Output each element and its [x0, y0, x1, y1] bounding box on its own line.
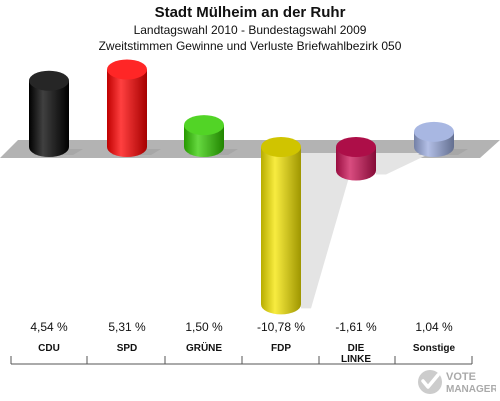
category-label: SPD [117, 343, 138, 354]
category-label: GRÜNE [186, 341, 222, 354]
chart-subtitle: Landtagswahl 2010 - Bundestagswahl 2009 [133, 23, 367, 37]
labels-layer: 4,54 % 5,31 % 1,50 % -10,78 % -1,61 % 1,04 % [30, 320, 453, 334]
chart-subtitle-2: Zweitstimmen Gewinne und Verluste Briefw… [98, 39, 402, 53]
bar-fdp [261, 137, 301, 315]
shadow-layer [33, 149, 468, 309]
brand-text-2: MANAGER [446, 384, 496, 395]
bar-shadow-3 [301, 153, 356, 309]
bar-gr-ne [184, 115, 224, 157]
brand-logo: VOTE MANAGER [416, 366, 498, 396]
category-label: Sonstige [413, 343, 456, 354]
brand-text: VOTE [446, 371, 476, 383]
value-label: -10,78 % [257, 320, 305, 334]
value-label: 1,04 % [415, 320, 453, 334]
chart-title: Stadt Mülheim an der Ruhr [154, 4, 346, 21]
value-label: 5,31 % [108, 320, 146, 334]
bar-shadow-4 [376, 153, 431, 175]
bars-layer [29, 59, 454, 315]
value-label: 1,50 % [185, 320, 223, 334]
chart-titles: Stadt Mülheim an der Ruhr Landtagswahl 2… [0, 0, 500, 54]
category-axis: CDU SPD GRÜNE FDP DIE LINKE Sonstige [10, 341, 473, 365]
bar-spd [107, 59, 147, 157]
bar-die-linke [336, 137, 376, 181]
value-label: 4,54 % [30, 320, 68, 334]
category-label: CDU [38, 343, 60, 354]
ballot-check-icon [418, 370, 442, 394]
value-label: -1,61 % [335, 320, 377, 334]
bar-sonstige [414, 121, 454, 157]
bar-cdu [29, 70, 69, 157]
category-label: DIE LINKE [341, 343, 371, 365]
category-label: FDP [271, 343, 291, 354]
